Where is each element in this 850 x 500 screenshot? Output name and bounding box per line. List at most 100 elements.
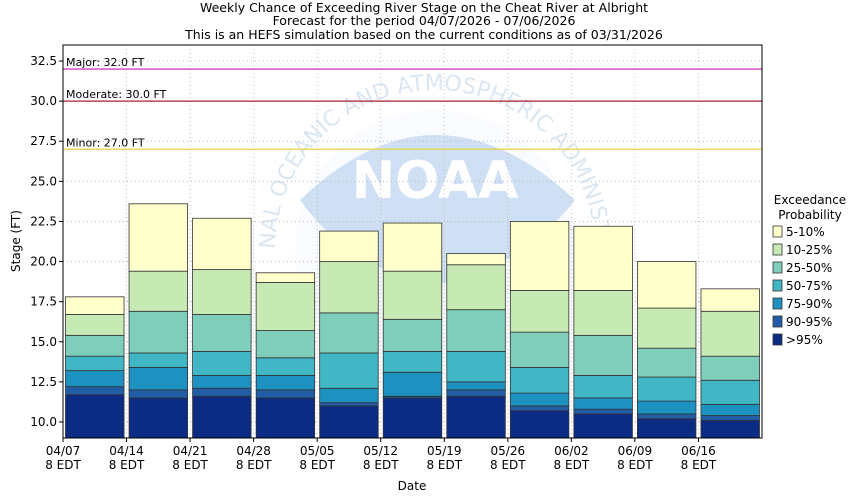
bar-segment bbox=[700, 403, 760, 416]
x-tick-date: 04/14 bbox=[109, 444, 144, 458]
x-tick-tz: 8 EDT bbox=[681, 458, 717, 472]
bar-segment bbox=[637, 261, 697, 309]
legend-swatch bbox=[772, 225, 783, 238]
chart-title-line-1: Weekly Chance of Exceeding River Stage o… bbox=[200, 0, 648, 15]
bar-segment bbox=[446, 395, 506, 439]
x-axis-label: Date bbox=[398, 479, 427, 493]
bar-segment bbox=[446, 309, 506, 352]
threshold-label: Minor: 27.0 FT bbox=[66, 136, 145, 149]
bar-segment bbox=[382, 318, 443, 352]
bar-segment bbox=[637, 376, 697, 402]
bar-segment bbox=[573, 413, 633, 439]
bar-segment bbox=[319, 230, 379, 262]
bar-segment bbox=[446, 350, 506, 383]
bar-segment bbox=[128, 389, 188, 399]
bar-segment bbox=[319, 312, 379, 354]
bar-segment bbox=[700, 415, 760, 421]
bar-segment bbox=[573, 290, 633, 336]
y-tick-label: 10.0 bbox=[30, 415, 57, 429]
bar-segment bbox=[700, 355, 760, 381]
bar-segment bbox=[573, 408, 633, 415]
bar-segment bbox=[700, 379, 760, 405]
x-tick-date: 05/26 bbox=[491, 444, 526, 458]
legend-title-line-1: Exceedance bbox=[774, 193, 846, 207]
x-tick-tz: 8 EDT bbox=[617, 458, 653, 472]
x-tick-tz: 8 EDT bbox=[172, 458, 208, 472]
bar-segment bbox=[446, 253, 506, 266]
bar-segment bbox=[65, 386, 125, 396]
y-tick-label: 32.5 bbox=[30, 54, 57, 68]
bar-segment bbox=[128, 203, 188, 272]
bar-segment bbox=[637, 307, 697, 349]
bar-segment bbox=[509, 405, 570, 412]
bar-segment bbox=[128, 310, 188, 354]
bar-segment bbox=[637, 347, 697, 378]
bar-segment bbox=[192, 395, 252, 439]
legend-swatch bbox=[772, 261, 783, 274]
bar-segment bbox=[509, 290, 570, 333]
x-tick-tz: 8 EDT bbox=[426, 458, 462, 472]
legend-swatch bbox=[772, 279, 783, 292]
y-axis-ticks: 10.0 12.5 15.0 17.5 20.0 22.5 25.0 27.5 30.0 32.5 bbox=[30, 54, 63, 429]
bar-segment bbox=[509, 392, 570, 407]
bar-segment bbox=[382, 371, 443, 397]
chart-title-line-2: Forecast for the period 04/07/2026 - 07/… bbox=[273, 13, 576, 28]
bar-segment bbox=[382, 350, 443, 373]
bar-segment bbox=[65, 394, 125, 439]
y-tick-label: 17.5 bbox=[30, 295, 57, 309]
bar-segment bbox=[128, 270, 188, 312]
x-tick-date: 05/12 bbox=[363, 444, 398, 458]
x-tick-tz: 8 EDT bbox=[363, 458, 399, 472]
bar-segment bbox=[255, 357, 316, 376]
bar-segment bbox=[255, 272, 316, 283]
bar-segment bbox=[509, 410, 570, 439]
bar-segment bbox=[319, 405, 379, 439]
bar-segment bbox=[128, 352, 188, 368]
chart-title-line-3: This is an HEFS simulation based on the … bbox=[184, 27, 663, 42]
x-tick-tz: 8 EDT bbox=[554, 458, 590, 472]
bar-segment bbox=[192, 269, 252, 315]
bar-segment bbox=[509, 367, 570, 394]
bar-segment bbox=[192, 387, 252, 397]
bar-segment bbox=[382, 397, 443, 439]
bar-segment bbox=[637, 400, 697, 415]
legend-entry: >95% bbox=[786, 333, 823, 347]
legend: Exceedance Probability 5-10% 10-25% 25-50%… bbox=[772, 193, 846, 347]
bar-segment bbox=[700, 288, 760, 312]
bar-segment bbox=[192, 217, 252, 270]
legend-swatch bbox=[772, 297, 783, 310]
bar-segment bbox=[65, 314, 125, 336]
x-tick-date: 05/19 bbox=[427, 444, 462, 458]
threshold-label: Moderate: 30.0 FT bbox=[66, 88, 167, 101]
y-tick-label: 12.5 bbox=[30, 375, 57, 389]
bar-segment bbox=[573, 334, 633, 376]
legend-swatch bbox=[772, 333, 783, 346]
x-tick-date: 04/07 bbox=[46, 444, 81, 458]
x-tick-tz: 8 EDT bbox=[299, 458, 335, 472]
y-tick-label: 20.0 bbox=[30, 255, 57, 269]
bar-segment bbox=[65, 370, 125, 388]
bar-segment bbox=[319, 402, 379, 407]
bar-segment bbox=[573, 225, 633, 291]
bar-segment bbox=[255, 389, 316, 399]
bar-segment bbox=[192, 375, 252, 389]
bar-segment bbox=[255, 397, 316, 439]
bar-segment bbox=[319, 261, 379, 314]
x-tick-date: 04/28 bbox=[236, 444, 271, 458]
legend-swatch bbox=[772, 243, 783, 256]
bar-segment bbox=[700, 310, 760, 357]
bar-segment bbox=[509, 221, 570, 291]
legend-title-line-2: Probability bbox=[778, 208, 841, 222]
y-tick-label: 27.5 bbox=[30, 134, 57, 148]
bar-segment bbox=[128, 397, 188, 439]
bar-segment bbox=[509, 331, 570, 368]
bar-segment bbox=[255, 330, 316, 359]
bar-segment bbox=[446, 264, 506, 311]
x-tick-tz: 8 EDT bbox=[45, 458, 81, 472]
bar-segment bbox=[446, 389, 506, 397]
legend-entry: 5-10% bbox=[786, 225, 825, 239]
legend-swatch bbox=[772, 315, 783, 328]
legend-entry: 10-25% bbox=[786, 243, 832, 257]
bar-segment bbox=[319, 352, 379, 389]
